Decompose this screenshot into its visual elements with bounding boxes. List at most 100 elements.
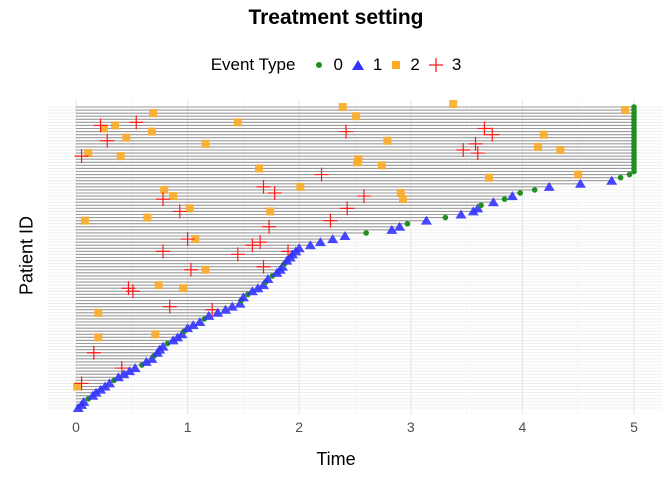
event-type-0-marker [631,104,637,110]
event-type-1-marker [246,286,258,296]
event-type-1-marker [472,203,484,213]
event-type-1-marker [339,231,351,240]
event-type-2-marker [398,195,407,204]
event-type-3-marker [114,361,129,376]
event-type-3-marker [156,244,171,259]
event-type-2-marker [147,127,156,136]
event-type-2-marker [143,213,152,222]
event-type-1-marker [176,329,188,339]
x-tick-label: 4 [519,419,527,435]
event-type-1-marker [220,304,232,314]
event-type-2-marker [94,308,103,317]
event-type-1-marker [234,298,246,308]
legend-item-0: 0 [313,55,343,75]
event-type-2-marker [352,112,361,121]
event-type-2-marker [111,121,120,130]
event-type-3-marker [74,149,89,164]
event-type-1-marker [262,274,274,283]
event-type-0-marker [517,190,523,196]
event-type-2-marker [201,265,210,274]
plus-icon [428,58,443,72]
event-type-2-marker [94,333,103,342]
event-type-1-marker [112,372,124,382]
legend-label: 0 [333,55,343,74]
event-type-3-marker [323,213,338,228]
x-tick-label: 0 [72,419,80,435]
chart-title: Treatment setting [248,6,424,29]
event-type-2-marker [396,189,405,197]
event-type-3-marker [172,204,187,219]
event-type-3-marker [456,143,471,157]
event-type-2-marker [179,284,188,293]
legend: Event Type 0 1 2 3 [0,55,672,75]
event-type-1-marker [124,366,136,376]
event-type-1-marker [194,317,206,326]
event-type-2-marker [80,216,89,225]
event-type-2-marker [73,382,82,391]
event-type-0-marker [626,171,633,178]
event-type-1-marker [212,307,224,317]
event-type-2-marker [154,281,163,290]
event-type-1-marker [543,181,555,191]
event-type-3-marker [468,136,483,151]
event-type-2-marker [201,139,210,148]
event-type-2-marker [266,207,275,216]
event-type-1-marker [226,301,238,311]
x-axis-label: Time [316,449,356,469]
event-type-1-marker [187,320,199,330]
event-type-3-marker [267,186,282,200]
x-tick-label: 2 [295,419,303,435]
event-type-3-marker [245,238,260,253]
event-type-1-marker [252,283,264,293]
event-type-1-marker [237,292,249,302]
event-type-1-marker [386,224,398,234]
event-type-2-marker [151,330,160,339]
event-type-2-marker [377,161,386,170]
event-type-3-marker [485,127,500,142]
event-type-2-marker [169,192,178,201]
legend-item-3: 3 [428,55,461,75]
event-type-3-marker [162,299,177,314]
event-type-1-marker [420,215,432,225]
event-type-0-marker [531,187,538,193]
event-type-1-marker [574,178,586,188]
legend-label: 3 [451,55,462,74]
square-icon [392,61,401,69]
event-type-0-marker [404,220,411,227]
event-type-0-marker [164,340,171,347]
event-type-1-marker [276,261,288,271]
event-type-1-marker [140,356,152,366]
event-type-2-marker [116,152,125,161]
event-type-1-marker [394,221,406,231]
event-type-3-marker [314,167,329,182]
event-type-0-marker [363,230,369,236]
event-type-3-marker [156,192,171,207]
event-type-2-marker [338,103,347,111]
event-type-2-marker [539,130,548,139]
circle-icon [316,62,323,68]
event-type-2-marker [296,182,305,191]
event-type-1-marker [103,378,115,388]
event-type-3-marker [230,247,245,262]
event-type-1-marker [455,209,467,219]
triangle-icon [351,60,364,70]
event-type-3-marker [253,235,268,250]
event-type-3-marker [470,146,485,161]
x-tick-label: 5 [630,419,638,435]
event-type-1-marker [182,323,194,333]
event-type-2-marker [191,235,200,244]
event-type-3-marker [262,219,277,234]
event-type-1-marker [118,369,130,379]
event-type-2-marker [621,106,630,115]
event-type-3-marker [183,262,198,277]
event-type-2-marker [484,173,493,182]
x-tick-label: 3 [407,419,415,435]
event-type-0-marker [617,174,624,181]
event-type-2-marker [99,124,108,133]
event-type-2-marker [255,164,264,173]
legend-item-2: 2 [390,55,420,75]
legend-item-1: 1 [351,55,382,75]
event-type-2-marker [449,99,458,108]
